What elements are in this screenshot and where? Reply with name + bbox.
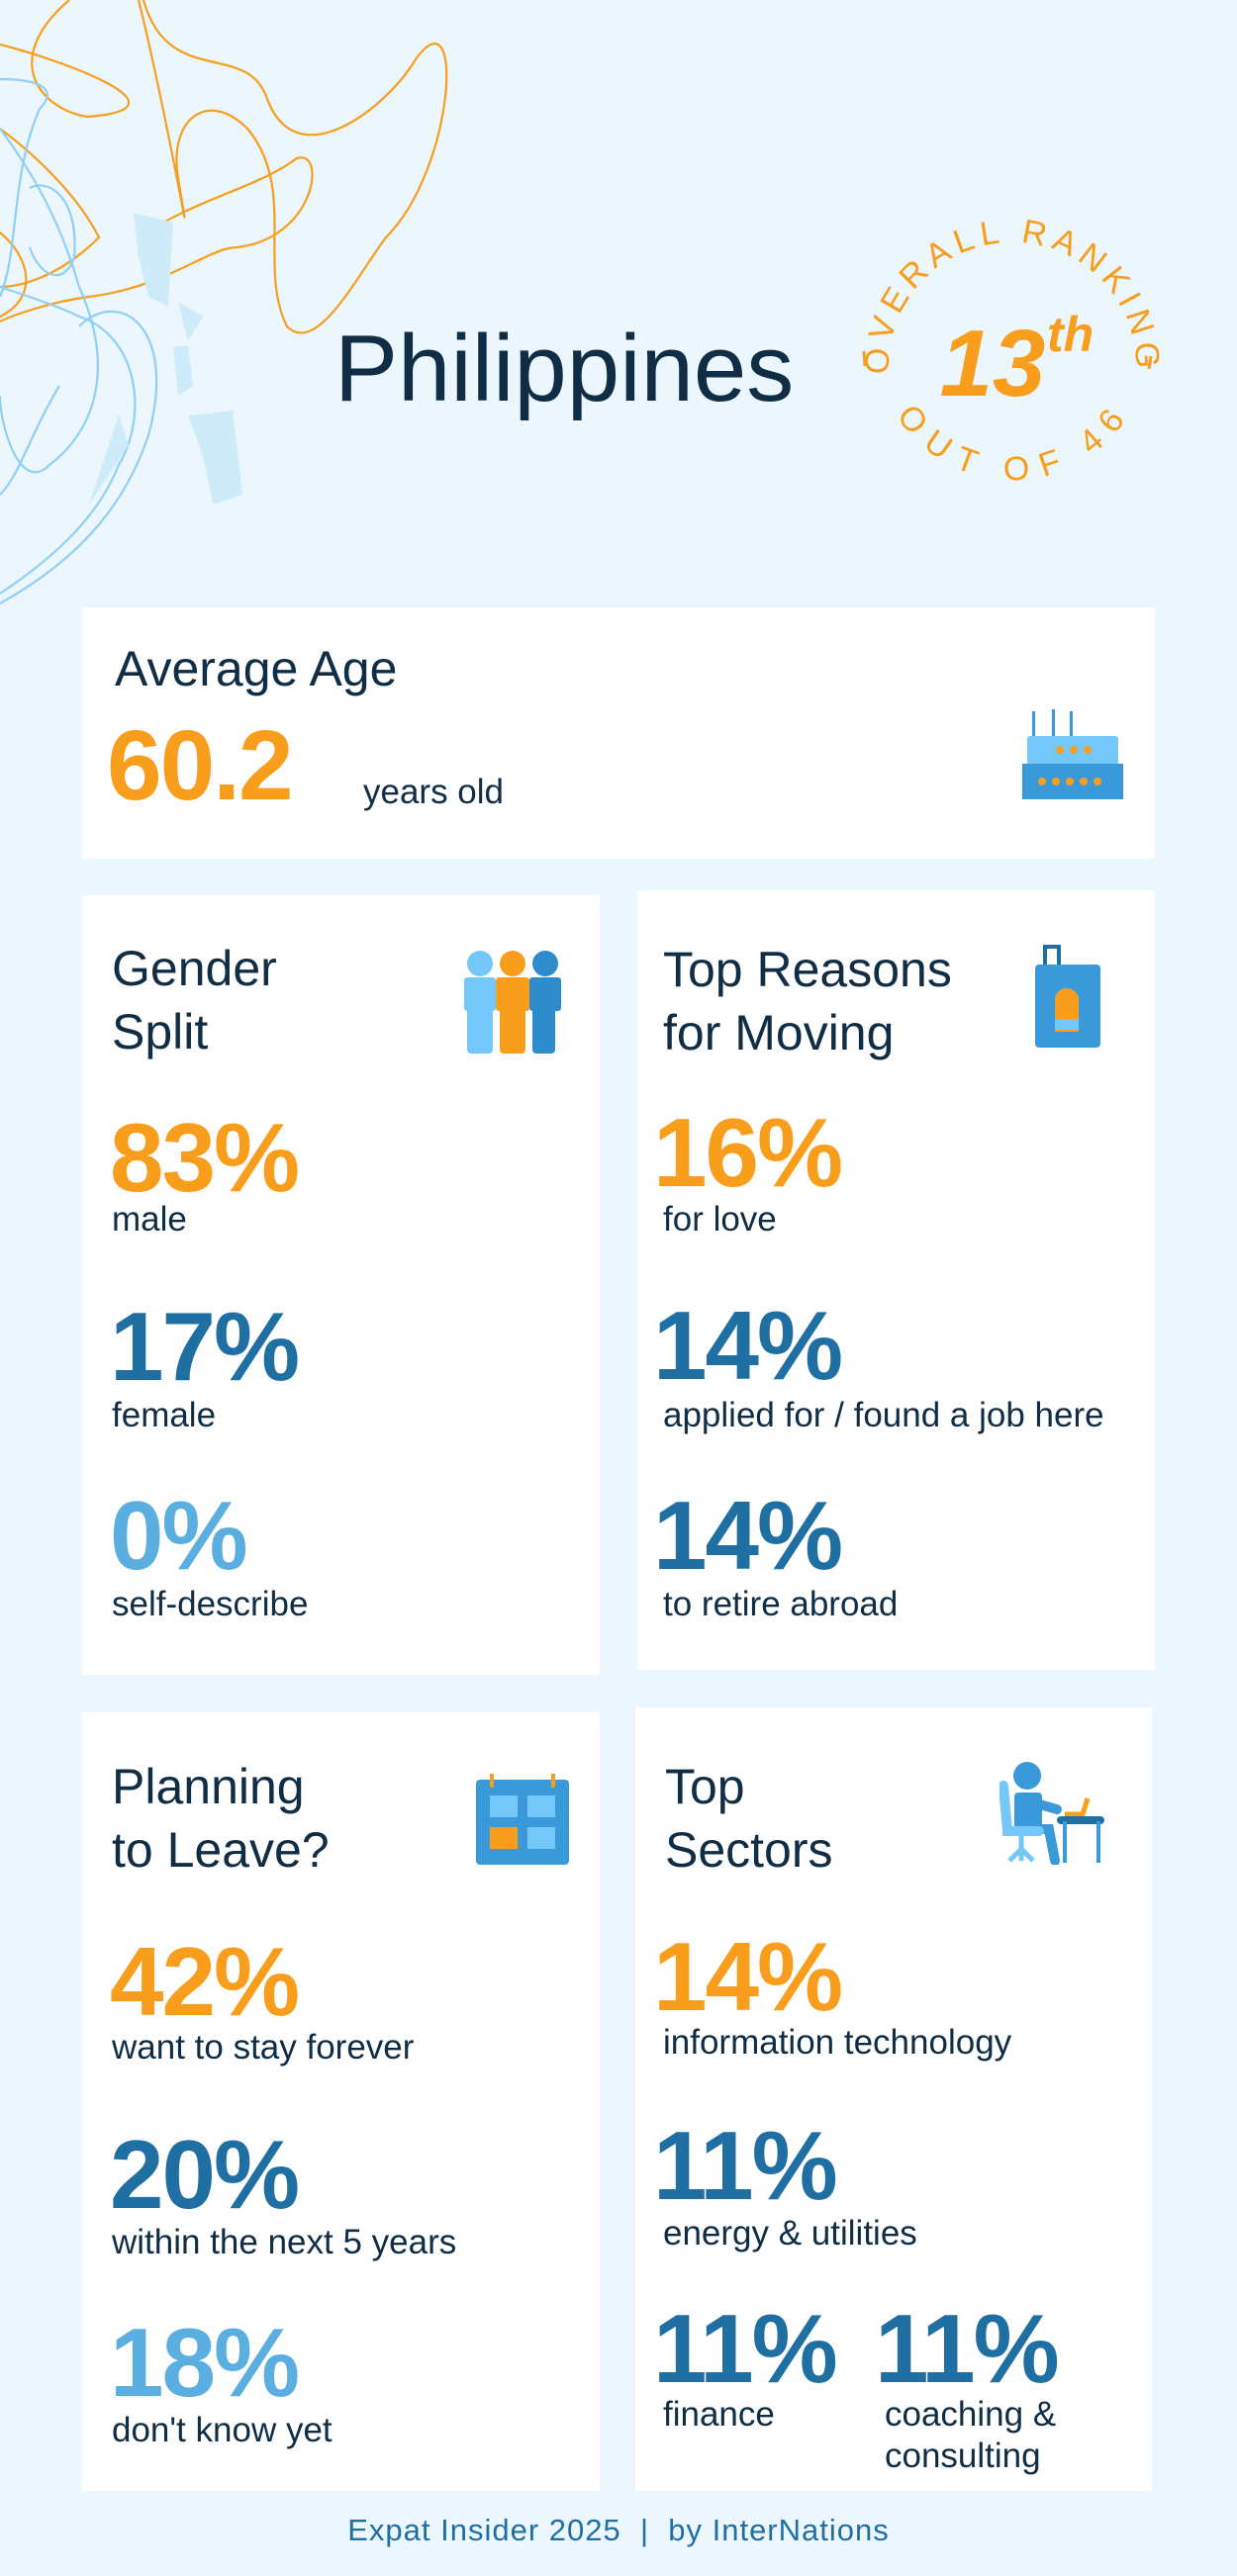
decorative-squiggles bbox=[0, 0, 448, 604]
reason-1-value: 16% bbox=[653, 1098, 843, 1207]
gender-self-describe-label: self-describe bbox=[112, 1585, 309, 1623]
sector-3-value: 11% bbox=[653, 2294, 838, 2403]
sector-2-value: 11% bbox=[653, 2111, 838, 2220]
top-reasons-title: Top Reasons for Moving bbox=[663, 942, 952, 1060]
rank-suffix: th bbox=[1047, 307, 1094, 362]
birthday-cake-icon bbox=[1022, 709, 1123, 799]
ranking-badge: OVERALL RANKING OUT OF 46 13 th bbox=[858, 213, 1160, 489]
planning-to-leave-title: Planning to Leave? bbox=[112, 1759, 330, 1878]
sector-3-label: finance bbox=[663, 2395, 775, 2434]
sector-1-label: information technology bbox=[663, 2023, 1012, 2062]
gender-male-value: 83% bbox=[110, 1103, 300, 1212]
suitcase-icon bbox=[1035, 945, 1100, 1048]
next-5-years-value: 20% bbox=[110, 2120, 300, 2229]
gender-split-title: Gender Split bbox=[112, 941, 277, 1059]
sector-1-value: 14% bbox=[653, 1922, 843, 2031]
dont-know-label: don't know yet bbox=[112, 2411, 333, 2449]
sector-4-value: 11% bbox=[875, 2294, 1060, 2403]
gender-split-card: Gender Split 83% male 17% female 0% self… bbox=[82, 895, 600, 1675]
reason-3-value: 14% bbox=[653, 1481, 843, 1590]
calendar-icon bbox=[476, 1774, 569, 1865]
country-title: Philippines bbox=[334, 316, 795, 421]
person-at-desk-icon bbox=[999, 1762, 1104, 1865]
sector-2-label: energy & utilities bbox=[663, 2214, 917, 2253]
stay-forever-label: want to stay forever bbox=[112, 2028, 415, 2067]
top-sectors-title: Top Sectors bbox=[665, 1759, 833, 1878]
reason-1-label: for love bbox=[663, 1200, 777, 1239]
gender-female-value: 17% bbox=[110, 1292, 300, 1401]
rank-number: 13 bbox=[940, 311, 1046, 416]
sector-4-label: coaching & consulting bbox=[885, 2395, 1057, 2475]
reason-3-label: to retire abroad bbox=[663, 1585, 899, 1623]
reason-2-label: applied for / found a job here bbox=[663, 1396, 1104, 1434]
people-icon bbox=[464, 951, 561, 1054]
average-age-title: Average Age bbox=[115, 641, 398, 696]
average-age-card: Average Age 60.2 years old bbox=[82, 607, 1155, 859]
next-5-years-label: within the next 5 years bbox=[112, 2223, 457, 2261]
average-age-unit: years old bbox=[363, 773, 505, 811]
planning-to-leave-card: Planning to Leave? 42% want to stay fore… bbox=[82, 1712, 600, 2491]
average-age-value: 60.2 bbox=[107, 710, 294, 821]
gender-male-label: male bbox=[112, 1200, 187, 1239]
dont-know-value: 18% bbox=[110, 2308, 300, 2417]
gender-self-describe-value: 0% bbox=[110, 1481, 248, 1590]
top-sectors-card: Top Sectors 14% information technology 1… bbox=[635, 1707, 1152, 2491]
top-reasons-card: Top Reasons for Moving 16% for love 14% … bbox=[637, 890, 1155, 1670]
gender-female-label: female bbox=[112, 1396, 217, 1434]
reason-2-value: 14% bbox=[653, 1291, 843, 1400]
stay-forever-value: 42% bbox=[110, 1927, 300, 2036]
footer-credit: Expat Insider 2025 | by InterNations bbox=[347, 2513, 890, 2547]
